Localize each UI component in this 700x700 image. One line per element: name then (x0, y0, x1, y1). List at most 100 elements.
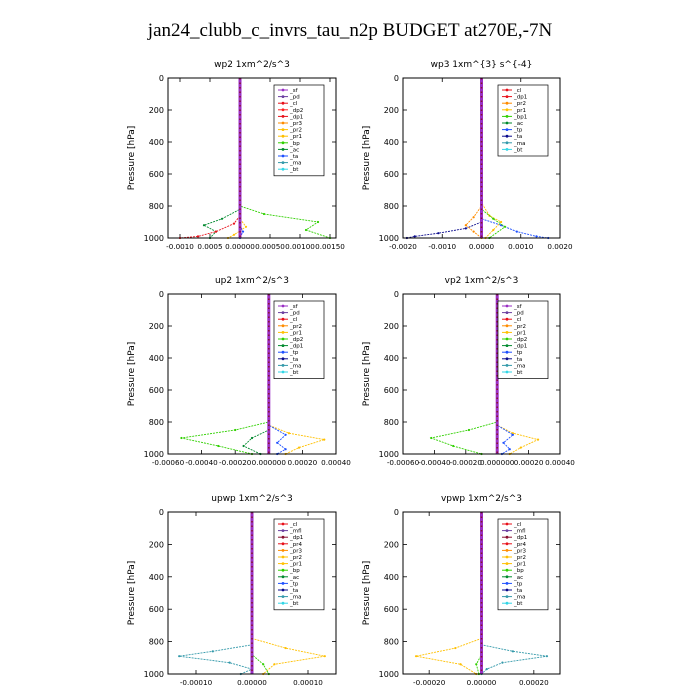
series-point-_tp (178, 655, 181, 658)
legend-marker (281, 575, 285, 579)
legend-label: _bt (513, 601, 523, 607)
legend-marker (281, 311, 285, 314)
legend-marker (281, 555, 285, 559)
legend-label: _dp1 (289, 535, 303, 541)
legend-marker (505, 134, 509, 138)
series-point-_dp1 (242, 444, 245, 448)
legend-marker (281, 101, 285, 105)
x-tick-label: 0.000000 (480, 458, 515, 467)
legend-marker (281, 529, 285, 532)
legend-label: _pr1 (513, 108, 526, 114)
legend-marker (505, 128, 509, 132)
legend-label: _sf (289, 88, 299, 94)
y-tick-label: 1000 (144, 234, 164, 243)
x-tick-label: -0.00040 (418, 458, 451, 467)
series-line-_pr1 (416, 512, 482, 675)
plot-frame (402, 511, 561, 675)
legend-label: _pr1 (289, 134, 302, 140)
legend-marker (281, 141, 285, 145)
legend-marker (505, 522, 509, 526)
y-tick-label: 1000 (144, 670, 164, 679)
series-line-_ta (406, 78, 482, 239)
series-line-_dp2 (429, 294, 498, 455)
legend-marker (281, 134, 285, 138)
x-tick-label: 0.00150 (315, 242, 345, 251)
legend-marker (505, 324, 509, 328)
legend-label: _dp1 (513, 535, 527, 541)
legend-label: _tp (513, 350, 523, 356)
series-point-_pr1 (454, 646, 457, 650)
y-axis-label: Pressure [hPa] (127, 561, 137, 626)
series-point-_pr1 (232, 233, 236, 236)
x-tick-label: -0.00020 (219, 458, 252, 467)
legend-marker (281, 344, 285, 347)
series-point-_tp (485, 668, 488, 671)
series-point-_dp2 (234, 428, 237, 432)
series-point-_tp (276, 441, 279, 444)
legend-marker (281, 337, 285, 341)
y-tick-label: 800 (149, 638, 164, 647)
series-point-_pr1 (273, 663, 276, 666)
legend-label: _dp1 (513, 344, 527, 350)
x-tick-label: 0.00020 (519, 678, 549, 687)
series-point-_dp1 (232, 222, 236, 225)
series-point-_bp (316, 220, 320, 224)
legend-marker (281, 161, 285, 165)
legend-label: _pd (289, 95, 300, 101)
panel-title: up2 1xm^2/s^3 (215, 276, 289, 286)
legend-marker (505, 95, 509, 98)
legend-marker (281, 304, 285, 308)
y-tick-label: 200 (384, 106, 399, 115)
series-point-_pr1 (536, 438, 540, 441)
legend-label: _tp (289, 350, 299, 356)
legend-label: _pr1 (513, 562, 526, 568)
series-point-_bp (262, 212, 266, 216)
panel-title: vp2 1xm^2/s^3 (445, 276, 519, 286)
series-point-_tp (545, 655, 549, 658)
legend-label: _ac (289, 575, 299, 581)
y-axis-label: Pressure [hPa] (362, 342, 372, 407)
legend-marker (505, 562, 509, 565)
legend-label: _pr2 (289, 324, 302, 330)
legend-label: _dp2 (289, 108, 303, 114)
plot-frame (167, 293, 337, 455)
legend-label: _pr2 (513, 324, 526, 330)
x-tick-label: -0.00060 (152, 458, 185, 467)
series-point-_tp (511, 650, 514, 653)
series-point-_tp (502, 441, 505, 444)
legend-label: _pr2 (513, 555, 526, 561)
series-point-_tp (501, 661, 504, 664)
legend-marker (281, 370, 285, 374)
x-tick-label: -0.00020 (413, 678, 446, 687)
legend-marker (281, 549, 285, 552)
y-tick-label: 800 (149, 418, 164, 427)
legend-marker (281, 582, 285, 585)
series-point-_dp2 (217, 444, 220, 448)
legend-label: _tp (513, 128, 523, 134)
x-tick-label: 0.00000 (237, 678, 267, 687)
panel-title: vpwp 1xm^2/s^3 (441, 494, 522, 504)
y-tick-label: 200 (149, 322, 164, 331)
legend-marker (281, 601, 285, 605)
legend-label: _cl (289, 101, 298, 107)
x-tick-label: -0.0010 (166, 242, 194, 251)
series-point-_tp (228, 661, 231, 664)
legend-marker (505, 364, 509, 367)
legend-label: _bp (289, 568, 300, 574)
legend-marker (281, 121, 285, 125)
y-tick-label: 400 (149, 573, 164, 582)
legend-label: _dp2 (289, 337, 303, 343)
series-point-_pr1 (500, 220, 503, 224)
legend-label: _ta (289, 154, 298, 160)
series-point-_ac (220, 217, 224, 220)
x-tick-label: -0.00010 (180, 678, 213, 687)
legend-marker (281, 350, 285, 354)
x-tick-label: 0.0020 (547, 242, 573, 251)
panel-2: wp3 1xm^{3} s^{-4} Pressure [hPa] 0 200 400 6… (362, 60, 573, 251)
legend-marker (505, 121, 509, 125)
panel-title: wp3 1xm^{3} s^{-4} (431, 60, 533, 70)
legend-marker (505, 311, 509, 314)
legend-label: _ma (289, 161, 301, 167)
series-point-_pr1 (287, 432, 291, 435)
y-tick-label: 800 (384, 202, 399, 211)
